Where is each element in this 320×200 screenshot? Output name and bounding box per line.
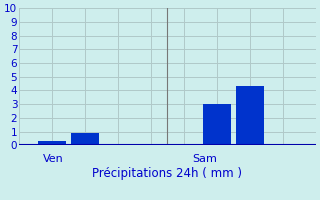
Bar xyxy=(71,133,99,145)
X-axis label: Précipitations 24h ( mm ): Précipitations 24h ( mm ) xyxy=(92,167,242,180)
Bar xyxy=(203,104,231,145)
Text: Sam: Sam xyxy=(193,154,217,164)
Text: Ven: Ven xyxy=(43,154,63,164)
Bar xyxy=(236,86,264,145)
Bar xyxy=(38,141,66,145)
